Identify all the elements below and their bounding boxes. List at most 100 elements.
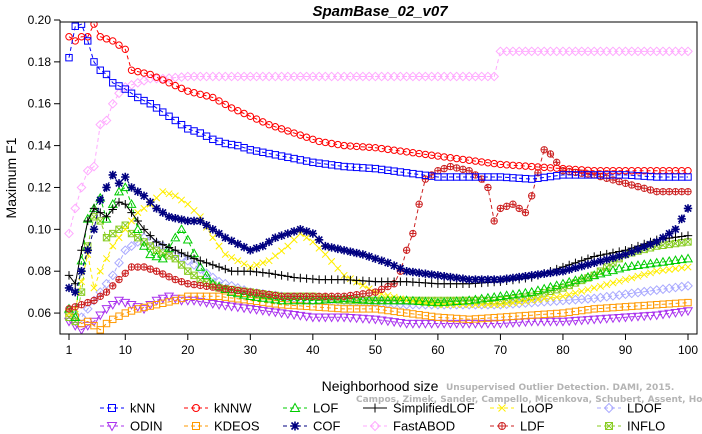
data-point-ldf: [290, 292, 298, 300]
data-point-lof: [251, 291, 262, 301]
data-point-ldf: [521, 208, 530, 217]
data-point-loop: [671, 265, 680, 273]
data-point-odin: [595, 315, 606, 325]
data-point-cof: [508, 273, 518, 283]
x-tick-label: 90: [619, 343, 633, 357]
data-point-cof: [408, 267, 418, 277]
data-point-odin: [389, 318, 400, 328]
data-point-ldf: [515, 204, 523, 213]
data-point-odin: [464, 319, 475, 329]
data-point-cof: [83, 246, 92, 255]
data-point-ldf: [671, 188, 680, 196]
data-point-inflo: [678, 239, 686, 247]
y-tick-label: 0.18: [28, 55, 52, 69]
data-point-simplifiedlof: [302, 274, 311, 283]
data-point-ldf: [190, 280, 198, 289]
data-point-loop: [171, 192, 179, 200]
data-point-simplifiedlof: [83, 216, 92, 226]
legend-marker-loop: [498, 404, 506, 412]
data-point-lof: [182, 234, 193, 244]
data-point-loop: [140, 204, 148, 212]
x-tick-label: 60: [431, 343, 445, 357]
data-point-knnw: [234, 107, 242, 115]
data-point-cof: [683, 204, 693, 213]
data-point-loop: [628, 274, 636, 282]
data-point-ldf: [227, 286, 236, 294]
data-point-knn: [190, 127, 198, 135]
data-point-odin: [401, 319, 412, 329]
data-point-odin: [564, 317, 575, 327]
data-point-knn: [84, 37, 92, 45]
data-point-odin: [489, 319, 500, 329]
data-point-ldf: [140, 263, 148, 271]
data-point-lof: [101, 213, 112, 223]
data-point-lof: [582, 271, 594, 281]
data-point-loop: [503, 300, 511, 308]
legend-marker-knn: [108, 404, 116, 412]
data-point-loop: [303, 234, 311, 242]
data-point-ldf: [628, 181, 636, 189]
data-point-cof: [339, 246, 349, 255]
data-point-lof: [551, 280, 562, 290]
data-point-ldf: [352, 291, 361, 299]
data-point-lof: [489, 291, 500, 301]
data-point-lof: [464, 295, 475, 305]
data-point-ldof: [201, 268, 212, 279]
data-point-ldf: [127, 263, 136, 271]
data-point-kdeos: [115, 312, 123, 320]
data-point-inflo: [190, 271, 198, 280]
data-point-lof: [682, 253, 694, 263]
data-point-cof: [577, 261, 586, 271]
data-point-fastabod: [76, 182, 87, 193]
data-point-inflo: [184, 267, 192, 275]
data-point-odin: [289, 311, 300, 320]
data-point-cof: [452, 273, 461, 283]
data-point-knnw: [309, 135, 317, 144]
data-point-lof: [138, 240, 150, 250]
data-point-loop: [253, 261, 261, 269]
series-line-lof: [68, 186, 689, 319]
data-point-ldf: [184, 280, 192, 288]
data-point-odin: [620, 313, 631, 323]
data-point-ldf: [653, 188, 661, 196]
data-point-knn: [90, 58, 98, 66]
data-point-cof: [439, 272, 449, 281]
data-point-knnw: [171, 81, 179, 90]
data-point-loop: [509, 299, 517, 307]
y-axis-label: Maximum F1: [3, 137, 19, 218]
y-tick-label: 0.14: [28, 139, 52, 153]
data-point-cof: [177, 215, 186, 224]
data-point-knnw: [246, 112, 255, 120]
data-point-ldf: [284, 292, 292, 300]
data-point-odin: [320, 313, 331, 323]
data-point-cof: [464, 275, 474, 284]
data-point-lof: [370, 295, 381, 305]
data-point-knnw: [252, 115, 261, 123]
data-point-fastabod: [683, 46, 693, 57]
data-point-cof: [489, 275, 499, 284]
data-point-knn: [177, 120, 186, 129]
data-point-knnw: [121, 45, 129, 54]
data-point-loop: [596, 282, 605, 290]
data-point-cof: [421, 269, 430, 278]
data-point-ldf: [277, 292, 286, 300]
data-point-ldf: [65, 305, 73, 313]
data-point-lof: [295, 295, 306, 305]
data-point-ldf: [502, 202, 511, 210]
legend-label: FastABOD: [393, 419, 455, 434]
data-point-odin: [207, 299, 218, 309]
data-point-loop: [584, 286, 592, 294]
data-point-ldf: [327, 292, 336, 300]
data-point-odin: [632, 312, 644, 322]
data-point-cof: [671, 225, 680, 234]
data-point-knn: [152, 104, 161, 112]
data-point-lof: [301, 295, 312, 305]
x-tick-label: 20: [181, 343, 195, 357]
data-point-loop: [646, 269, 655, 277]
data-point-simplifiedlof: [208, 260, 218, 270]
data-point-ldof: [82, 303, 93, 314]
data-point-lof: [376, 295, 387, 305]
data-point-cof: [615, 251, 624, 261]
data-point-loop: [334, 264, 342, 272]
data-point-loop: [234, 257, 242, 265]
